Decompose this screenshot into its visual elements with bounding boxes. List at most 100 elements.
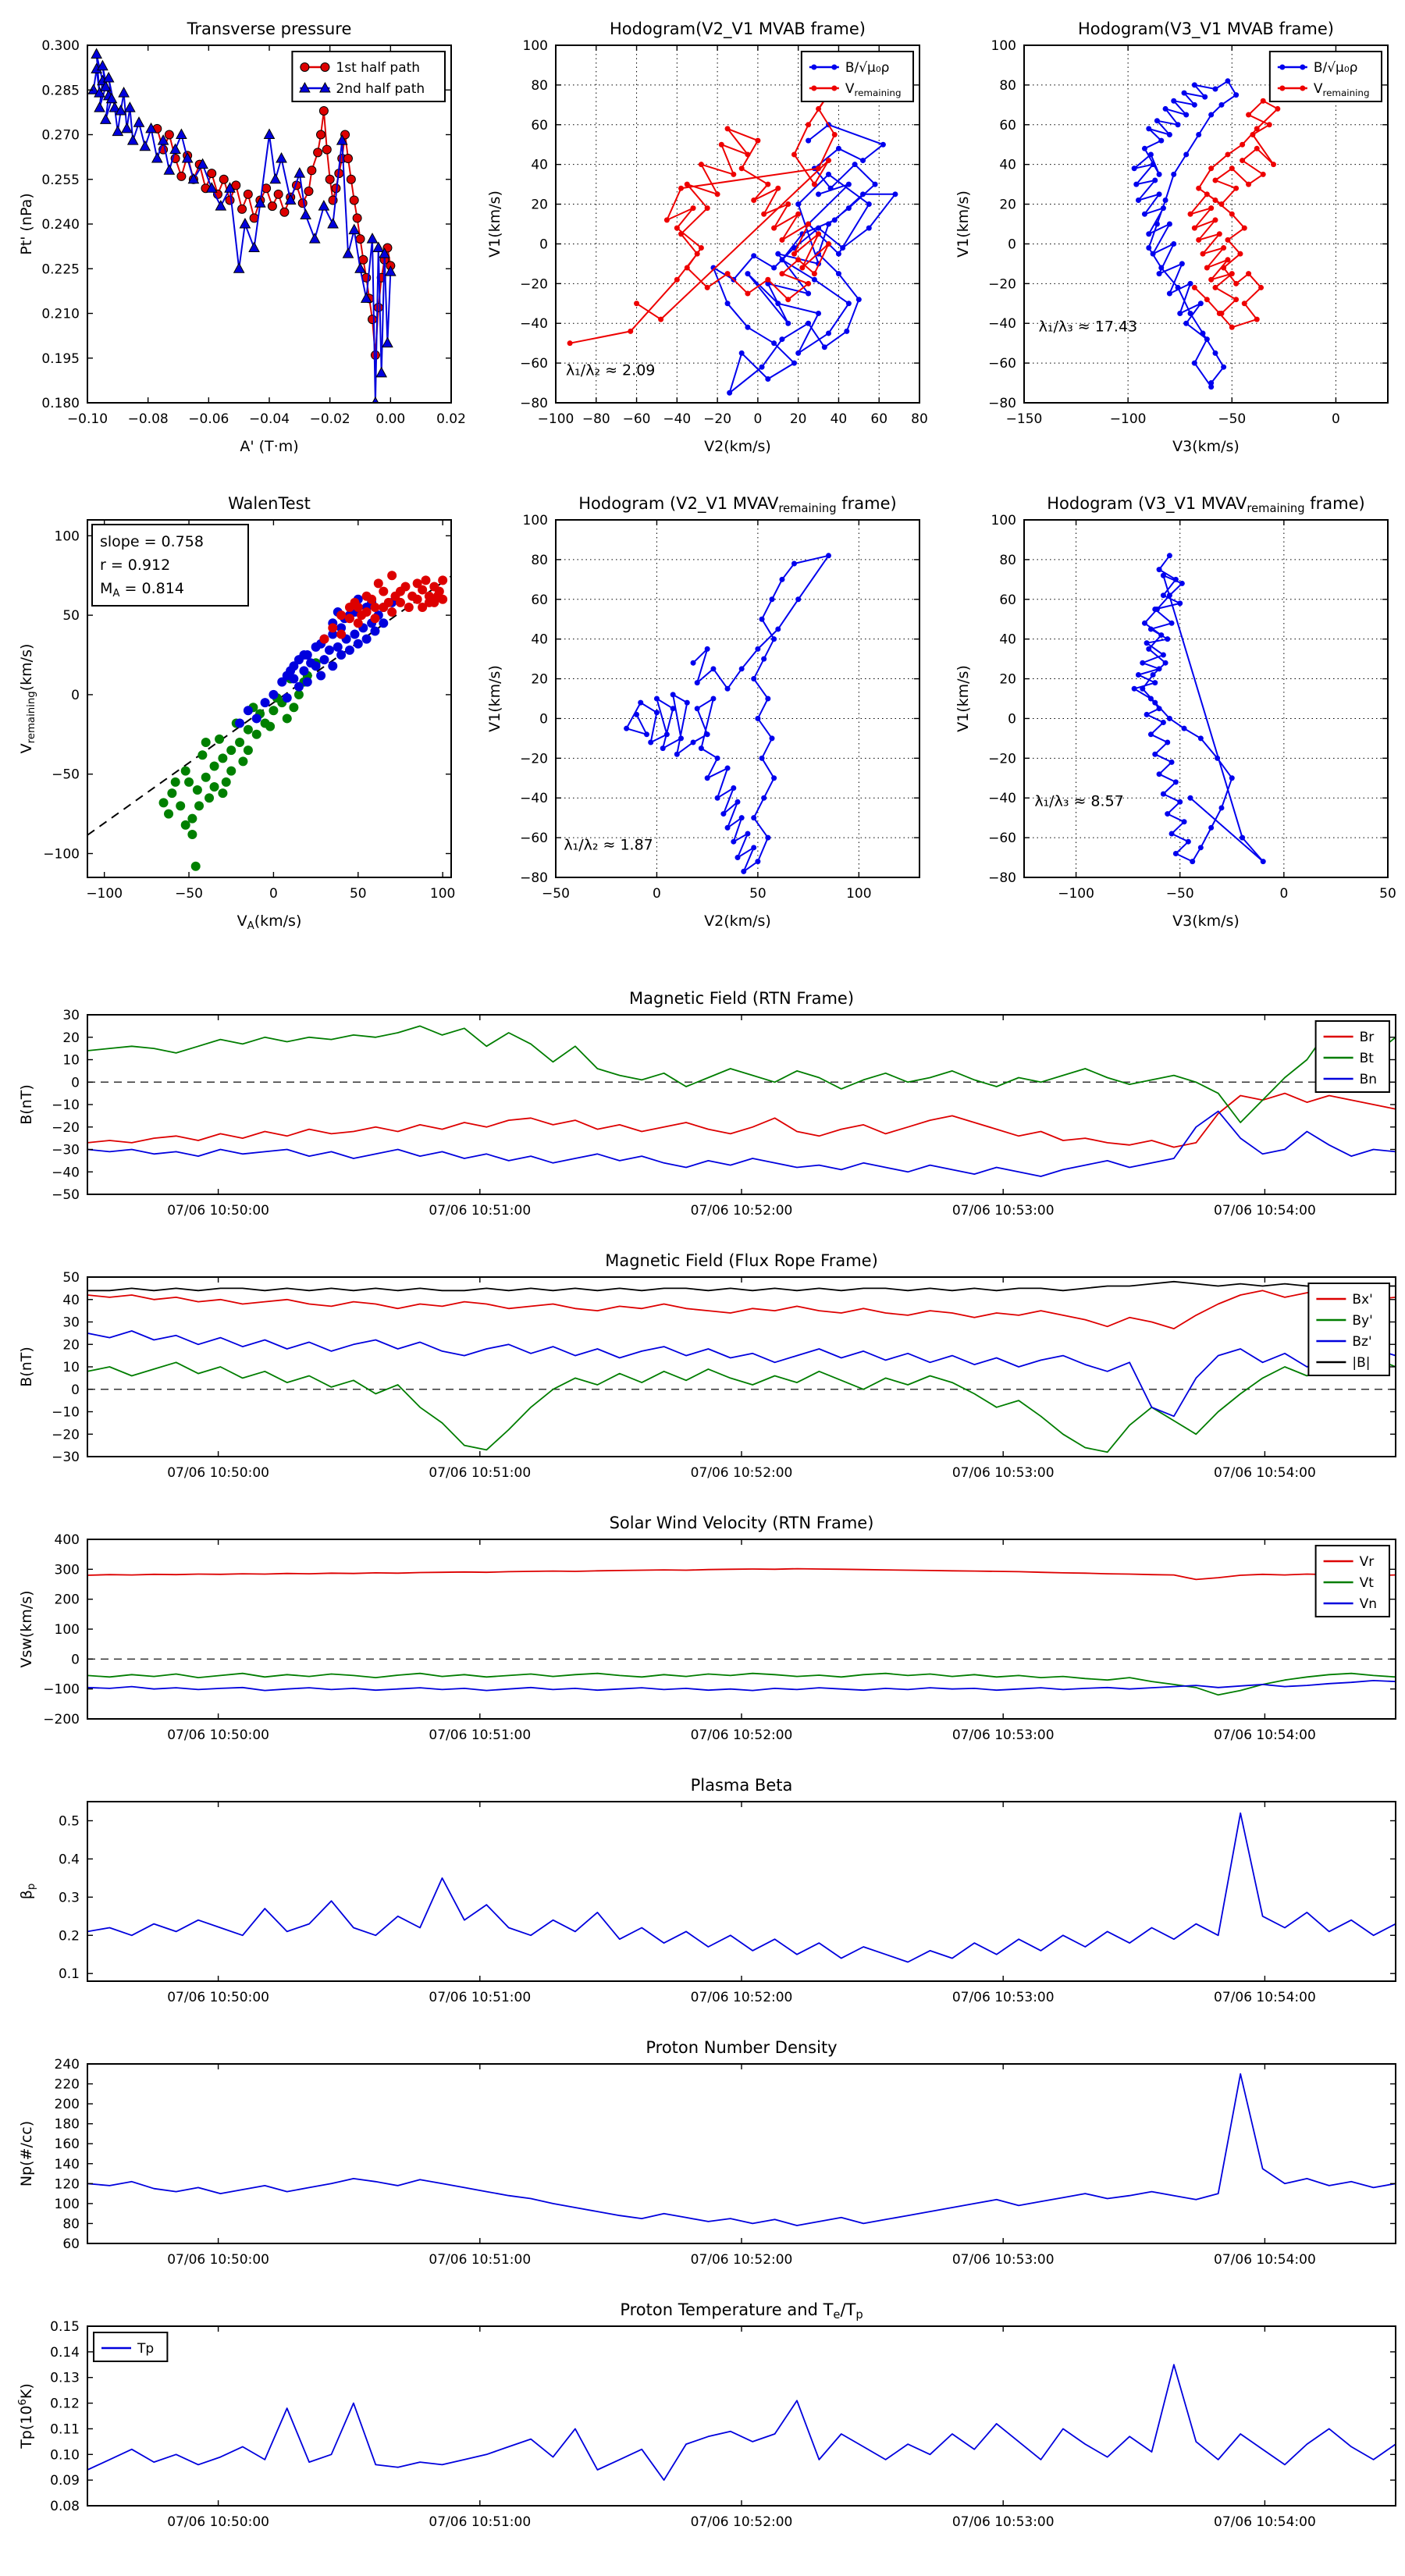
series-group bbox=[87, 1280, 1396, 1453]
plot-frame bbox=[87, 2063, 1396, 2244]
svg-text:300: 300 bbox=[55, 1562, 80, 1578]
svg-text:07/06 10:51:00: 07/06 10:51:00 bbox=[429, 2514, 531, 2530]
svg-text:07/06 10:52:00: 07/06 10:52:00 bbox=[691, 1203, 793, 1219]
svg-text:50: 50 bbox=[749, 886, 767, 902]
svg-text:180: 180 bbox=[55, 2117, 80, 2133]
svg-text:0: 0 bbox=[1008, 711, 1016, 727]
svg-text:07/06 10:50:00: 07/06 10:50:00 bbox=[167, 1990, 269, 2005]
chart-title: Solar Wind Velocity (RTN Frame) bbox=[610, 1514, 874, 1532]
axis-ticks bbox=[87, 1802, 1396, 1981]
svg-text:100: 100 bbox=[991, 513, 1016, 528]
svg-text:Vremaining: Vremaining bbox=[845, 81, 902, 98]
svg-text:−100: −100 bbox=[538, 411, 574, 427]
svg-text:07/06 10:54:00: 07/06 10:54:00 bbox=[1214, 1727, 1316, 1743]
svg-text:0: 0 bbox=[539, 237, 548, 252]
legend: 1st half path 2nd half path bbox=[291, 51, 446, 102]
svg-text:Bx': Bx' bbox=[1352, 1292, 1372, 1308]
axis-ticks bbox=[1023, 44, 1388, 404]
svg-text:0.13: 0.13 bbox=[50, 2371, 80, 2386]
svg-text:−60: −60 bbox=[988, 356, 1016, 372]
chart-title: Proton Number Density bbox=[646, 2038, 837, 2057]
svg-text:20: 20 bbox=[790, 411, 807, 427]
legend: Bx' By' Bz' |B| bbox=[1307, 1283, 1391, 1376]
svg-text:−200: −200 bbox=[43, 1712, 80, 1727]
chart-svg-vsw-rtn: 07/06 10:50:00 07/06 10:51:00 07/06 10:52:… bbox=[18, 1514, 1396, 1743]
svg-text:07/06 10:51:00: 07/06 10:51:00 bbox=[429, 1203, 531, 1219]
x-axis-label: VA(km/s) bbox=[237, 913, 302, 932]
svg-text:0.255: 0.255 bbox=[41, 173, 80, 188]
svg-text:−40: −40 bbox=[520, 791, 548, 806]
svg-text:20: 20 bbox=[62, 1030, 80, 1046]
svg-text:0: 0 bbox=[653, 886, 661, 902]
svg-text:By': By' bbox=[1352, 1313, 1372, 1329]
time-series-panels: 07/06 10:50:00 07/06 10:51:00 07/06 10:52:… bbox=[0, 943, 1405, 2553]
svg-text:240: 240 bbox=[55, 2057, 80, 2073]
svg-text:07/06 10:51:00: 07/06 10:51:00 bbox=[429, 1465, 531, 1481]
panel-proton-temperature: 07/06 10:50:00 07/06 10:51:00 07/06 10:52:… bbox=[0, 2290, 1405, 2553]
svg-text:−0.10: −0.10 bbox=[67, 411, 108, 427]
svg-text:−20: −20 bbox=[988, 751, 1016, 767]
svg-text:07/06 10:52:00: 07/06 10:52:00 bbox=[691, 1727, 793, 1743]
series-line bbox=[87, 1110, 1396, 1177]
grid-lines bbox=[555, 519, 919, 878]
chart-transverse-pressure: −0.10 −0.08 −0.06 −0.04 −0.02 0.00 0.02 0.180 0.… bbox=[0, 6, 468, 468]
svg-text:−20: −20 bbox=[52, 1120, 80, 1136]
series-line bbox=[87, 2073, 1396, 2226]
chart-svg-plasma-beta: 07/06 10:50:00 07/06 10:51:00 07/06 10:52:… bbox=[18, 1776, 1396, 2005]
svg-text:−40: −40 bbox=[988, 791, 1016, 806]
svg-text:200: 200 bbox=[55, 1592, 80, 1608]
series-line bbox=[569, 84, 836, 344]
svg-text:Vremaining: Vremaining bbox=[1314, 81, 1370, 98]
svg-text:−0.08: −0.08 bbox=[128, 411, 169, 427]
svg-text:07/06 10:51:00: 07/06 10:51:00 bbox=[429, 1727, 531, 1743]
axis-ticks bbox=[87, 2325, 1396, 2507]
svg-text:Vt: Vt bbox=[1360, 1575, 1375, 1591]
y-axis-label: Tp(106K) bbox=[17, 2383, 35, 2450]
x-axis-label: V3(km/s) bbox=[1172, 438, 1240, 455]
panel-plasma-beta: 07/06 10:50:00 07/06 10:51:00 07/06 10:52:… bbox=[0, 1766, 1405, 2028]
svg-text:40: 40 bbox=[531, 632, 548, 648]
y-axis-label: B(nT) bbox=[18, 1084, 35, 1125]
svg-text:0: 0 bbox=[1279, 886, 1288, 902]
svg-text:−80: −80 bbox=[520, 396, 548, 411]
svg-text:0.11: 0.11 bbox=[50, 2421, 80, 2437]
svg-text:Bt: Bt bbox=[1360, 1051, 1375, 1066]
svg-text:0.210: 0.210 bbox=[41, 307, 80, 322]
svg-text:10: 10 bbox=[62, 1053, 80, 1069]
svg-text:0.14: 0.14 bbox=[50, 2345, 80, 2361]
svg-text:07/06 10:51:00: 07/06 10:51:00 bbox=[429, 2252, 531, 2268]
svg-text:−0.04: −0.04 bbox=[249, 411, 290, 427]
svg-text:140: 140 bbox=[55, 2157, 80, 2172]
chart-svg-proton-temp: 07/06 10:50:00 07/06 10:51:00 07/06 10:52:… bbox=[17, 2300, 1396, 2530]
chart-hodogram-v2v1-mvab: −100 −80 −60 −40 −20 0 20 40 60 80 −80 −60 −40 −20 0 20… bbox=[468, 6, 937, 468]
plot-frame bbox=[87, 1801, 1396, 1982]
svg-text:07/06 10:50:00: 07/06 10:50:00 bbox=[167, 2252, 269, 2268]
svg-text:−0.02: −0.02 bbox=[310, 411, 350, 427]
chart-hodogram-v3v1-mvab: −150 −100 −50 0 −80 −60 −40 −20 0 20 40 60 80 100 Hodo… bbox=[937, 6, 1405, 468]
panel-magnetic-field-fluxrope: 07/06 10:50:00 07/06 10:51:00 07/06 10:52:… bbox=[0, 1241, 1405, 1503]
svg-text:0.15: 0.15 bbox=[50, 2319, 80, 2335]
svg-text:−50: −50 bbox=[52, 1187, 80, 1203]
y-axis-label: B(nT) bbox=[18, 1347, 35, 1387]
svg-text:100: 100 bbox=[846, 886, 871, 902]
plot-frame bbox=[87, 1539, 1396, 1720]
svg-text:0: 0 bbox=[753, 411, 762, 427]
svg-text:Br: Br bbox=[1360, 1030, 1375, 1045]
svg-text:0.1: 0.1 bbox=[59, 1966, 80, 1982]
svg-text:80: 80 bbox=[911, 411, 928, 427]
series-group bbox=[87, 2073, 1396, 2226]
svg-text:Vr: Vr bbox=[1360, 1554, 1375, 1570]
svg-text:40: 40 bbox=[62, 1293, 80, 1308]
chart-hodogram-v3v1-mvav: −100 −50 0 50 −80 −60 −40 −20 0 20 40 60 80 100 Hodogr… bbox=[937, 481, 1405, 943]
series-group bbox=[87, 1020, 1396, 1177]
svg-text:40: 40 bbox=[999, 632, 1016, 648]
svg-text:−40: −40 bbox=[988, 316, 1016, 332]
svg-text:100: 100 bbox=[55, 1622, 80, 1638]
chart-title: Proton Temperature and Te/Tp bbox=[620, 2300, 863, 2322]
svg-text:−100: −100 bbox=[43, 846, 80, 862]
series-line bbox=[87, 1672, 1396, 1696]
svg-text:20: 20 bbox=[531, 197, 548, 213]
svg-text:10: 10 bbox=[62, 1360, 80, 1375]
svg-text:50: 50 bbox=[62, 608, 80, 624]
svg-text:20: 20 bbox=[531, 672, 548, 688]
